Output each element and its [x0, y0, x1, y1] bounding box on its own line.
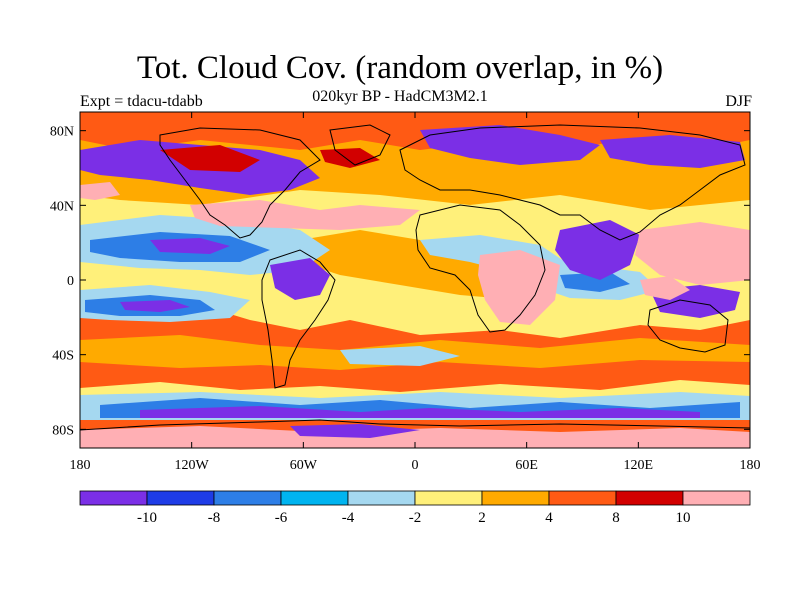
coastline-australia [647, 299, 729, 353]
colorbar-swatch [615, 490, 684, 506]
coastline-south-america [261, 249, 336, 389]
coastline-antarctica [80, 419, 750, 431]
lat-tick-label: 80N [50, 125, 74, 140]
colorbar-label: -2 [409, 510, 422, 526]
colorbar-label: 2 [478, 510, 486, 526]
field-redorange-region [80, 112, 750, 150]
experiment-label: Expt = tdacu-tdabb [80, 93, 203, 110]
field-purple-region [290, 424, 420, 438]
cloud-field [80, 112, 750, 448]
colorbar-swatch [347, 490, 416, 506]
lat-tick-label: 40S [52, 349, 74, 364]
field-purple-region [270, 258, 330, 300]
coastline-africa [415, 204, 546, 333]
lon-tick-label: 120E [624, 458, 654, 473]
lon-tick-label: 180 [740, 458, 761, 473]
coastline-north-america [159, 127, 321, 239]
lon-tick-label: 60E [515, 458, 538, 473]
lon-tick-label: 0 [412, 458, 419, 473]
field-purple-region [600, 135, 745, 168]
colorbar-swatch [414, 490, 483, 506]
map-title: Tot. Cloud Cov. (random overlap, in %) [136, 50, 664, 86]
coastline-greenland [329, 124, 391, 166]
lat-tick-label: 80S [52, 423, 74, 438]
colorbar-label: -4 [342, 510, 355, 526]
field-purple-region [140, 406, 700, 418]
longitude-axis: 180 120W 60W 0 60E 120E 180 [70, 112, 761, 473]
field-red-region [320, 148, 380, 168]
field-pink-region [478, 250, 560, 325]
field-pink-region [635, 222, 750, 285]
colorbar-label: -6 [275, 510, 288, 526]
colorbar-label: -10 [137, 510, 157, 526]
colorbar-swatch [548, 490, 617, 506]
coastline-europe-asia [399, 124, 746, 241]
season-label: DJF [725, 93, 752, 110]
field-pink-region [640, 276, 690, 300]
field-red-region [160, 145, 260, 172]
colorbar-label: 4 [545, 510, 553, 526]
colorbar-swatch [146, 490, 215, 506]
lat-tick-label: 40N [50, 199, 74, 214]
colorbar-swatch [79, 490, 148, 506]
latitude-axis: 80N 40N 0 40S 80S [50, 125, 750, 438]
colorbar-swatch [682, 490, 751, 506]
field-pink-region [190, 200, 420, 230]
lon-tick-label: 60W [290, 458, 318, 473]
lon-tick-label: 180 [70, 458, 91, 473]
field-purple-region [555, 220, 640, 280]
field-pink-region [80, 426, 750, 448]
lon-tick-label: 120W [175, 458, 210, 473]
field-lightblue-region [340, 346, 460, 366]
colorbar-label: 10 [676, 510, 691, 526]
colorbar-label: 8 [612, 510, 620, 526]
coastlines [80, 124, 750, 431]
field-blue-region [560, 272, 630, 292]
colorbar-swatch [213, 490, 282, 506]
colorbar-label: -8 [208, 510, 221, 526]
map-subtitle: 020kyr BP - HadCM3M2.1 [312, 88, 488, 105]
colorbar-swatch [481, 490, 550, 506]
colorbar-swatch [280, 490, 349, 506]
field-pink-region [80, 182, 120, 200]
field-purple-region [420, 125, 600, 165]
field-purple-region [120, 300, 190, 312]
colorbar: -10 -8 -6 -4 -2 2 4 8 10 [79, 490, 751, 526]
field-purple-region [150, 238, 230, 254]
lat-tick-label: 0 [67, 274, 74, 289]
